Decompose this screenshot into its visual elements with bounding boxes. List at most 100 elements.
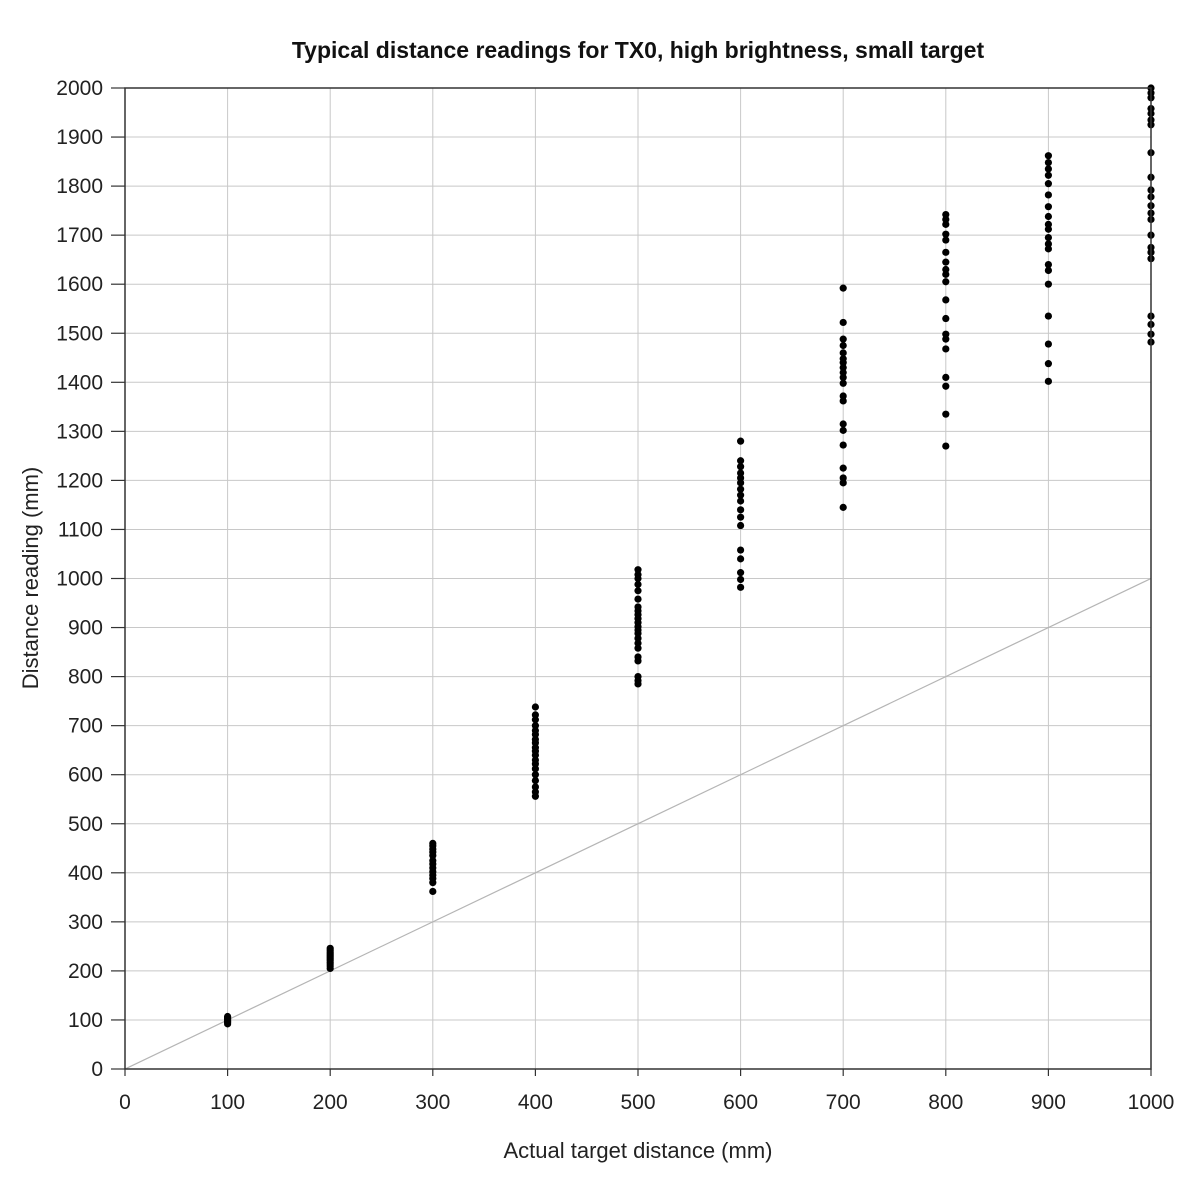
data-point: [1044, 191, 1052, 199]
data-point: [839, 474, 847, 482]
y-tick-label: 1800: [56, 175, 103, 198]
data-point: [839, 341, 847, 350]
y-tick-label: 1300: [56, 420, 103, 443]
data-point: [737, 437, 745, 445]
data-point: [634, 566, 642, 574]
y-tick-label: 2000: [56, 77, 103, 100]
y-tick-label: 1100: [58, 518, 103, 541]
y-tick-label: 1500: [56, 322, 103, 345]
x-tick-label: 0: [119, 1091, 131, 1114]
data-point: [839, 503, 847, 511]
data-point: [531, 722, 540, 730]
data-point: [531, 703, 540, 711]
data-point: [531, 783, 540, 791]
data-point: [942, 373, 950, 381]
y-tick-label: 900: [68, 617, 103, 640]
x-tick-label: 300: [415, 1091, 450, 1114]
data-point: [942, 330, 950, 338]
data-point: [224, 1012, 232, 1021]
data-point: [1044, 340, 1052, 348]
data-point: [1044, 220, 1052, 228]
y-tick-label: 800: [68, 666, 103, 689]
x-tick-label: 100: [210, 1091, 245, 1114]
data-point: [942, 442, 950, 450]
data-point: [1044, 280, 1052, 288]
data-point: [1044, 360, 1052, 368]
data-point: [1044, 260, 1052, 269]
data-point: [531, 776, 540, 785]
x-tick-label: 400: [518, 1091, 553, 1114]
y-tick-label: 1400: [56, 371, 103, 394]
data-point: [737, 575, 745, 584]
data-point: [634, 603, 642, 611]
data-point: [634, 595, 642, 603]
data-point: [634, 673, 642, 681]
data-point: [737, 521, 745, 530]
y-tick-label: 100: [68, 1009, 103, 1032]
data-point: [737, 485, 745, 493]
data-point: [634, 587, 642, 595]
data-point: [839, 355, 847, 363]
data-point: [531, 771, 540, 779]
data-point: [1044, 234, 1052, 242]
x-tick-label: 900: [1031, 1091, 1066, 1114]
data-point: [942, 410, 950, 418]
data-point: [737, 546, 745, 554]
data-point: [839, 420, 847, 428]
data-point: [1044, 165, 1052, 173]
data-point: [942, 278, 950, 286]
chart-title: Typical distance readings for TX0, high …: [292, 37, 985, 63]
y-tick-label: 200: [68, 960, 103, 983]
y-tick-label: 1900: [56, 126, 103, 149]
y-tick-label: 1600: [56, 273, 103, 296]
data-point: [737, 583, 745, 591]
x-axis-label: Actual target distance (mm): [504, 1138, 773, 1163]
data-point: [942, 248, 950, 256]
x-tick-label: 600: [723, 1091, 758, 1114]
reference-line-y-equals-x: [124, 577, 1152, 1070]
y-tick-label: 1000: [56, 568, 103, 591]
data-point: [429, 887, 437, 896]
data-point: [839, 441, 847, 449]
data-point: [737, 457, 745, 465]
data-point: [839, 318, 847, 327]
data-point: [942, 296, 950, 304]
data-point: [1044, 152, 1052, 160]
data-point: [942, 236, 950, 244]
data-point: [1044, 377, 1052, 385]
data-point: [737, 469, 745, 477]
data-point: [1044, 180, 1052, 188]
y-tick-label: 600: [68, 764, 103, 787]
x-tick-label: 800: [928, 1091, 963, 1114]
data-point: [942, 382, 950, 390]
data-point: [429, 839, 437, 847]
y-tick-label: 0: [91, 1058, 103, 1081]
x-tick-label: 200: [313, 1091, 348, 1114]
x-tick-label: 1000: [1128, 1091, 1175, 1114]
data-point: [839, 379, 847, 387]
data-point: [839, 284, 847, 292]
data-point: [634, 653, 642, 661]
data-point: [942, 345, 950, 353]
data-point: [942, 258, 950, 266]
data-point: [1044, 171, 1052, 179]
data-point: [942, 210, 950, 219]
data-point: [942, 230, 950, 238]
y-axis-label: Distance reading (mm): [18, 467, 43, 690]
data-point: [942, 314, 950, 323]
data-point: [839, 392, 847, 400]
x-tick-label: 500: [620, 1091, 655, 1114]
data-point: [1044, 240, 1052, 248]
data-point: [737, 513, 745, 521]
data-point: [839, 335, 847, 343]
data-point: [1044, 266, 1052, 275]
y-tick-label: 1200: [56, 469, 103, 492]
data-point: [737, 569, 745, 577]
y-tick-label: 300: [68, 911, 103, 934]
data-point: [1044, 212, 1052, 221]
data-point: [531, 711, 540, 719]
data-point: [326, 944, 334, 952]
data-point: [634, 580, 642, 588]
y-tick-label: 700: [68, 715, 103, 738]
